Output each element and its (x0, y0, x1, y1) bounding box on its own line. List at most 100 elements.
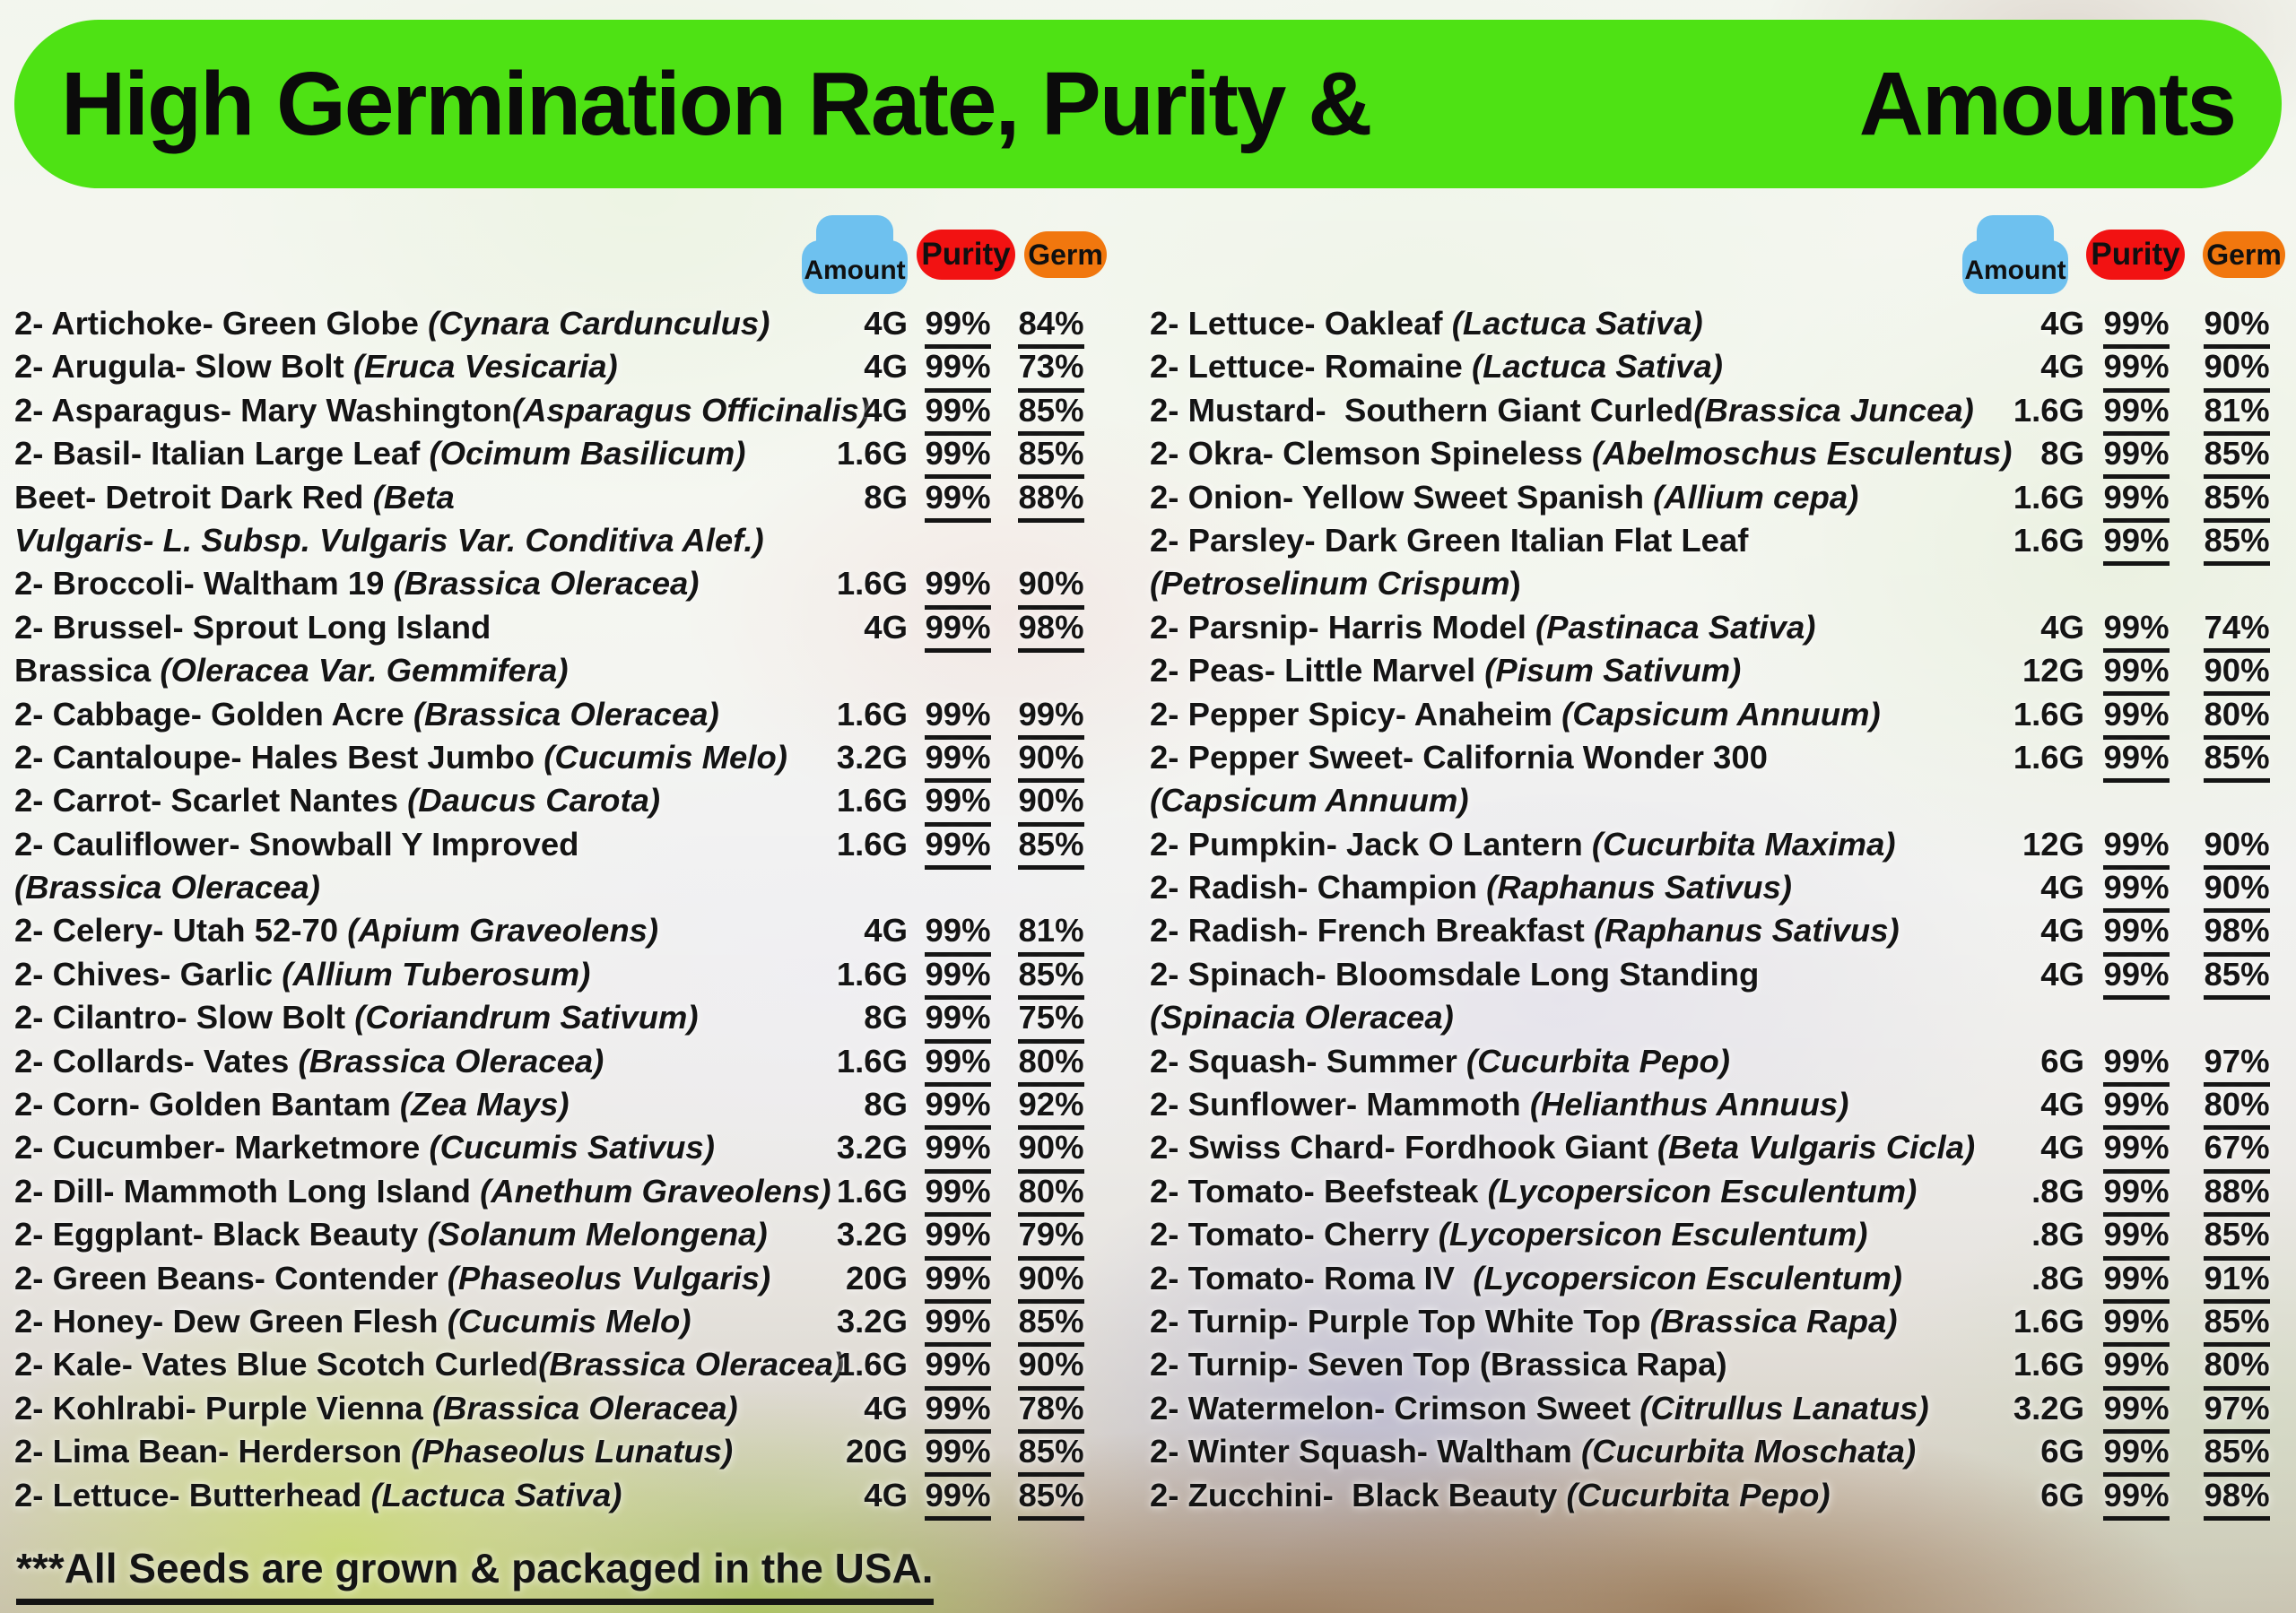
seed-row: 2- Basil- Italian Large Leaf (Ocimum Bas… (14, 432, 1092, 480)
seed-purity: 99% (918, 909, 997, 957)
seed-row: (Capsicum Annuum) (1150, 779, 2278, 822)
seed-list-left: 2- Artichoke- Green Globe (Cynara Cardun… (14, 302, 1092, 1521)
seed-purity: 99% (918, 302, 997, 350)
seed-amount: 8G (2040, 435, 2084, 473)
seed-purity: 99% (2097, 476, 2176, 523)
seed-germ: 92% (1010, 1083, 1092, 1131)
seed-purity: 99% (918, 562, 997, 610)
seed-purity: 99% (2097, 1300, 2176, 1348)
seed-row: 2- Pepper Sweet- California Wonder 300 1.… (1150, 736, 2278, 784)
seed-row: 2- Arugula- Slow Bolt (Eruca Vesicaria) 4… (14, 345, 1092, 393)
seed-germ: 90% (2196, 302, 2278, 350)
page-title-right: Amounts (1858, 53, 2237, 154)
seed-amount: 1.6G (2013, 1302, 2084, 1340)
seed-row: (Spinacia Oleracea) (1150, 996, 2278, 1039)
seed-amount: 20G (846, 1433, 908, 1470)
seed-row: 2- Squash- Summer (Cucurbita Pepo) 6G 99% 9… (1150, 1040, 2278, 1087)
seed-amount: 4G (2040, 348, 2084, 386)
seed-germ: 75% (1010, 996, 1092, 1044)
seed-name: 2- Pumpkin- Jack O Lantern (Cucurbita Ma… (1150, 825, 1896, 863)
seed-row: 2- Tomato- Cherry (Lycopersicon Esculent… (1150, 1213, 2278, 1261)
seed-name: 2- Collards- Vates (Brassica Oleracea) (14, 1042, 604, 1080)
seed-purity: 99% (2097, 302, 2176, 350)
seed-name: 2- Cabbage- Golden Acre (Brassica Olerac… (14, 695, 719, 733)
seed-name: 2- Turnip- Seven Top (Brassica Rapa) (1150, 1346, 1727, 1383)
seed-name: 2- Corn- Golden Bantam (Zea Mays) (14, 1086, 570, 1123)
seed-purity: 99% (918, 389, 997, 437)
seed-germ: 85% (1010, 389, 1092, 437)
seed-germ: 80% (2196, 1083, 2278, 1131)
seed-purity: 99% (918, 1257, 997, 1304)
seed-germ: 85% (1010, 1300, 1092, 1348)
seed-germ: 80% (1010, 1170, 1092, 1218)
seed-row: 2- Cantaloupe- Hales Best Jumbo (Cucumis… (14, 736, 1092, 784)
seed-amount: 1.6G (2013, 391, 2084, 429)
seed-purity: 99% (2097, 606, 2176, 654)
seed-row: Beet- Detroit Dark Red (Beta 8G 99% 88% (14, 476, 1092, 523)
seed-name: 2- Asparagus- Mary Washington(Asparagus … (14, 391, 870, 429)
seed-amount: 1.6G (836, 435, 908, 473)
seed-purity: 99% (2097, 1170, 2176, 1218)
seed-row: 2- Cilantro- Slow Bolt (Coriandrum Sativ… (14, 996, 1092, 1044)
seed-germ: 90% (1010, 562, 1092, 610)
seed-amount: .8G (2031, 1172, 2084, 1210)
seed-row: 2- Winter Squash- Waltham (Cucurbita Mos… (1150, 1430, 2278, 1478)
seed-name: 2- Arugula- Slow Bolt (Eruca Vesicaria) (14, 348, 618, 386)
seed-amount: 3.2G (2013, 1389, 2084, 1427)
seed-name: 2- Lima Bean- Herderson (Phaseolus Lunat… (14, 1433, 734, 1470)
seed-purity: 99% (918, 1126, 997, 1174)
seed-row: 2- Zucchini- Black Beauty (Cucurbita Pep… (1150, 1474, 2278, 1521)
seed-amount: 12G (2022, 825, 2084, 863)
seed-name: 2- Honey- Dew Green Flesh (Cucumis Melo) (14, 1302, 691, 1340)
seed-name: 2- Lettuce- Oakleaf (Lactuca Sativa) (1150, 305, 1703, 342)
seed-name: 2- Winter Squash- Waltham (Cucurbita Mos… (1150, 1433, 1917, 1470)
seed-germ: 98% (2196, 909, 2278, 957)
seed-name: 2- Spinach- Bloomsdale Long Standing (1150, 955, 1760, 993)
seed-germ: 74% (2196, 606, 2278, 654)
seed-row: (Petroselinum Crispum) (1150, 562, 2278, 605)
seed-row: 2- Swiss Chard- Fordhook Giant (Beta Vul… (1150, 1126, 2278, 1174)
seed-name: 2- Artichoke- Green Globe (Cynara Cardun… (14, 305, 770, 342)
seed-germ: 80% (2196, 693, 2278, 740)
seed-purity: 99% (918, 1430, 997, 1478)
seed-name: Vulgaris- L. Subsp. Vulgaris Var. Condit… (14, 521, 764, 559)
seed-row: 2- Eggplant- Black Beauty (Solanum Melon… (14, 1213, 1092, 1261)
seed-name: Brassica (Oleracea Var. Gemmifera) (14, 652, 569, 689)
seed-amount: 8G (864, 478, 908, 516)
seed-amount: 4G (864, 1476, 908, 1513)
seed-purity: 99% (2097, 432, 2176, 480)
seed-name: 2- Tomato- Cherry (Lycopersicon Esculent… (1150, 1216, 1868, 1253)
seed-purity: 99% (2097, 1430, 2176, 1478)
seed-germ: 90% (1010, 779, 1092, 827)
seed-amount: 6G (2040, 1042, 2084, 1080)
seed-name: 2- Turnip- Purple Top White Top (Brassic… (1150, 1302, 1898, 1340)
seed-name: 2- Pepper Sweet- California Wonder 300 (1150, 738, 1768, 776)
seed-germ: 90% (1010, 1257, 1092, 1304)
seed-purity: 99% (2097, 1343, 2176, 1391)
seed-row: 2- Sunflower- Mammoth (Helianthus Annuus… (1150, 1083, 2278, 1131)
seed-name: 2- Lettuce- Butterhead (Lactuca Sativa) (14, 1476, 622, 1513)
seed-purity: 99% (918, 1300, 997, 1348)
seed-germ: 90% (2196, 345, 2278, 393)
seed-amount: 4G (864, 391, 908, 429)
seed-purity: 99% (918, 432, 997, 480)
seed-amount: 4G (2040, 869, 2084, 906)
seed-germ: 98% (1010, 606, 1092, 654)
seed-row: 2- Lettuce- Butterhead (Lactuca Sativa) 4… (14, 1474, 1092, 1521)
seed-amount: 3.2G (836, 1302, 908, 1340)
seed-name: 2- Parsley- Dark Green Italian Flat Leaf (1150, 521, 1749, 559)
seed-name: 2- Lettuce- Romaine (Lactuca Sativa) (1150, 348, 1723, 386)
seed-name: 2- Celery- Utah 52-70 (Apium Graveolens) (14, 912, 659, 950)
seed-purity: 99% (2097, 823, 2176, 870)
seed-amount: 1.6G (2013, 1346, 2084, 1383)
seed-germ: 90% (2196, 823, 2278, 870)
seed-name: 2- Cauliflower- Snowball Y Improved (14, 825, 579, 863)
seed-amount: 1.6G (836, 825, 908, 863)
seed-amount: 1.6G (2013, 521, 2084, 559)
seed-row: 2- Dill- Mammoth Long Island (Anethum Gr… (14, 1170, 1092, 1218)
seed-purity: 99% (918, 953, 997, 1001)
germ-badge: Germ (1024, 231, 1107, 278)
seed-row: 2- Parsnip- Harris Model (Pastinaca Sati… (1150, 606, 2278, 654)
seed-purity: 99% (2097, 345, 2176, 393)
seed-row: 2- Lettuce- Oakleaf (Lactuca Sativa) 4G 99… (1150, 302, 2278, 350)
